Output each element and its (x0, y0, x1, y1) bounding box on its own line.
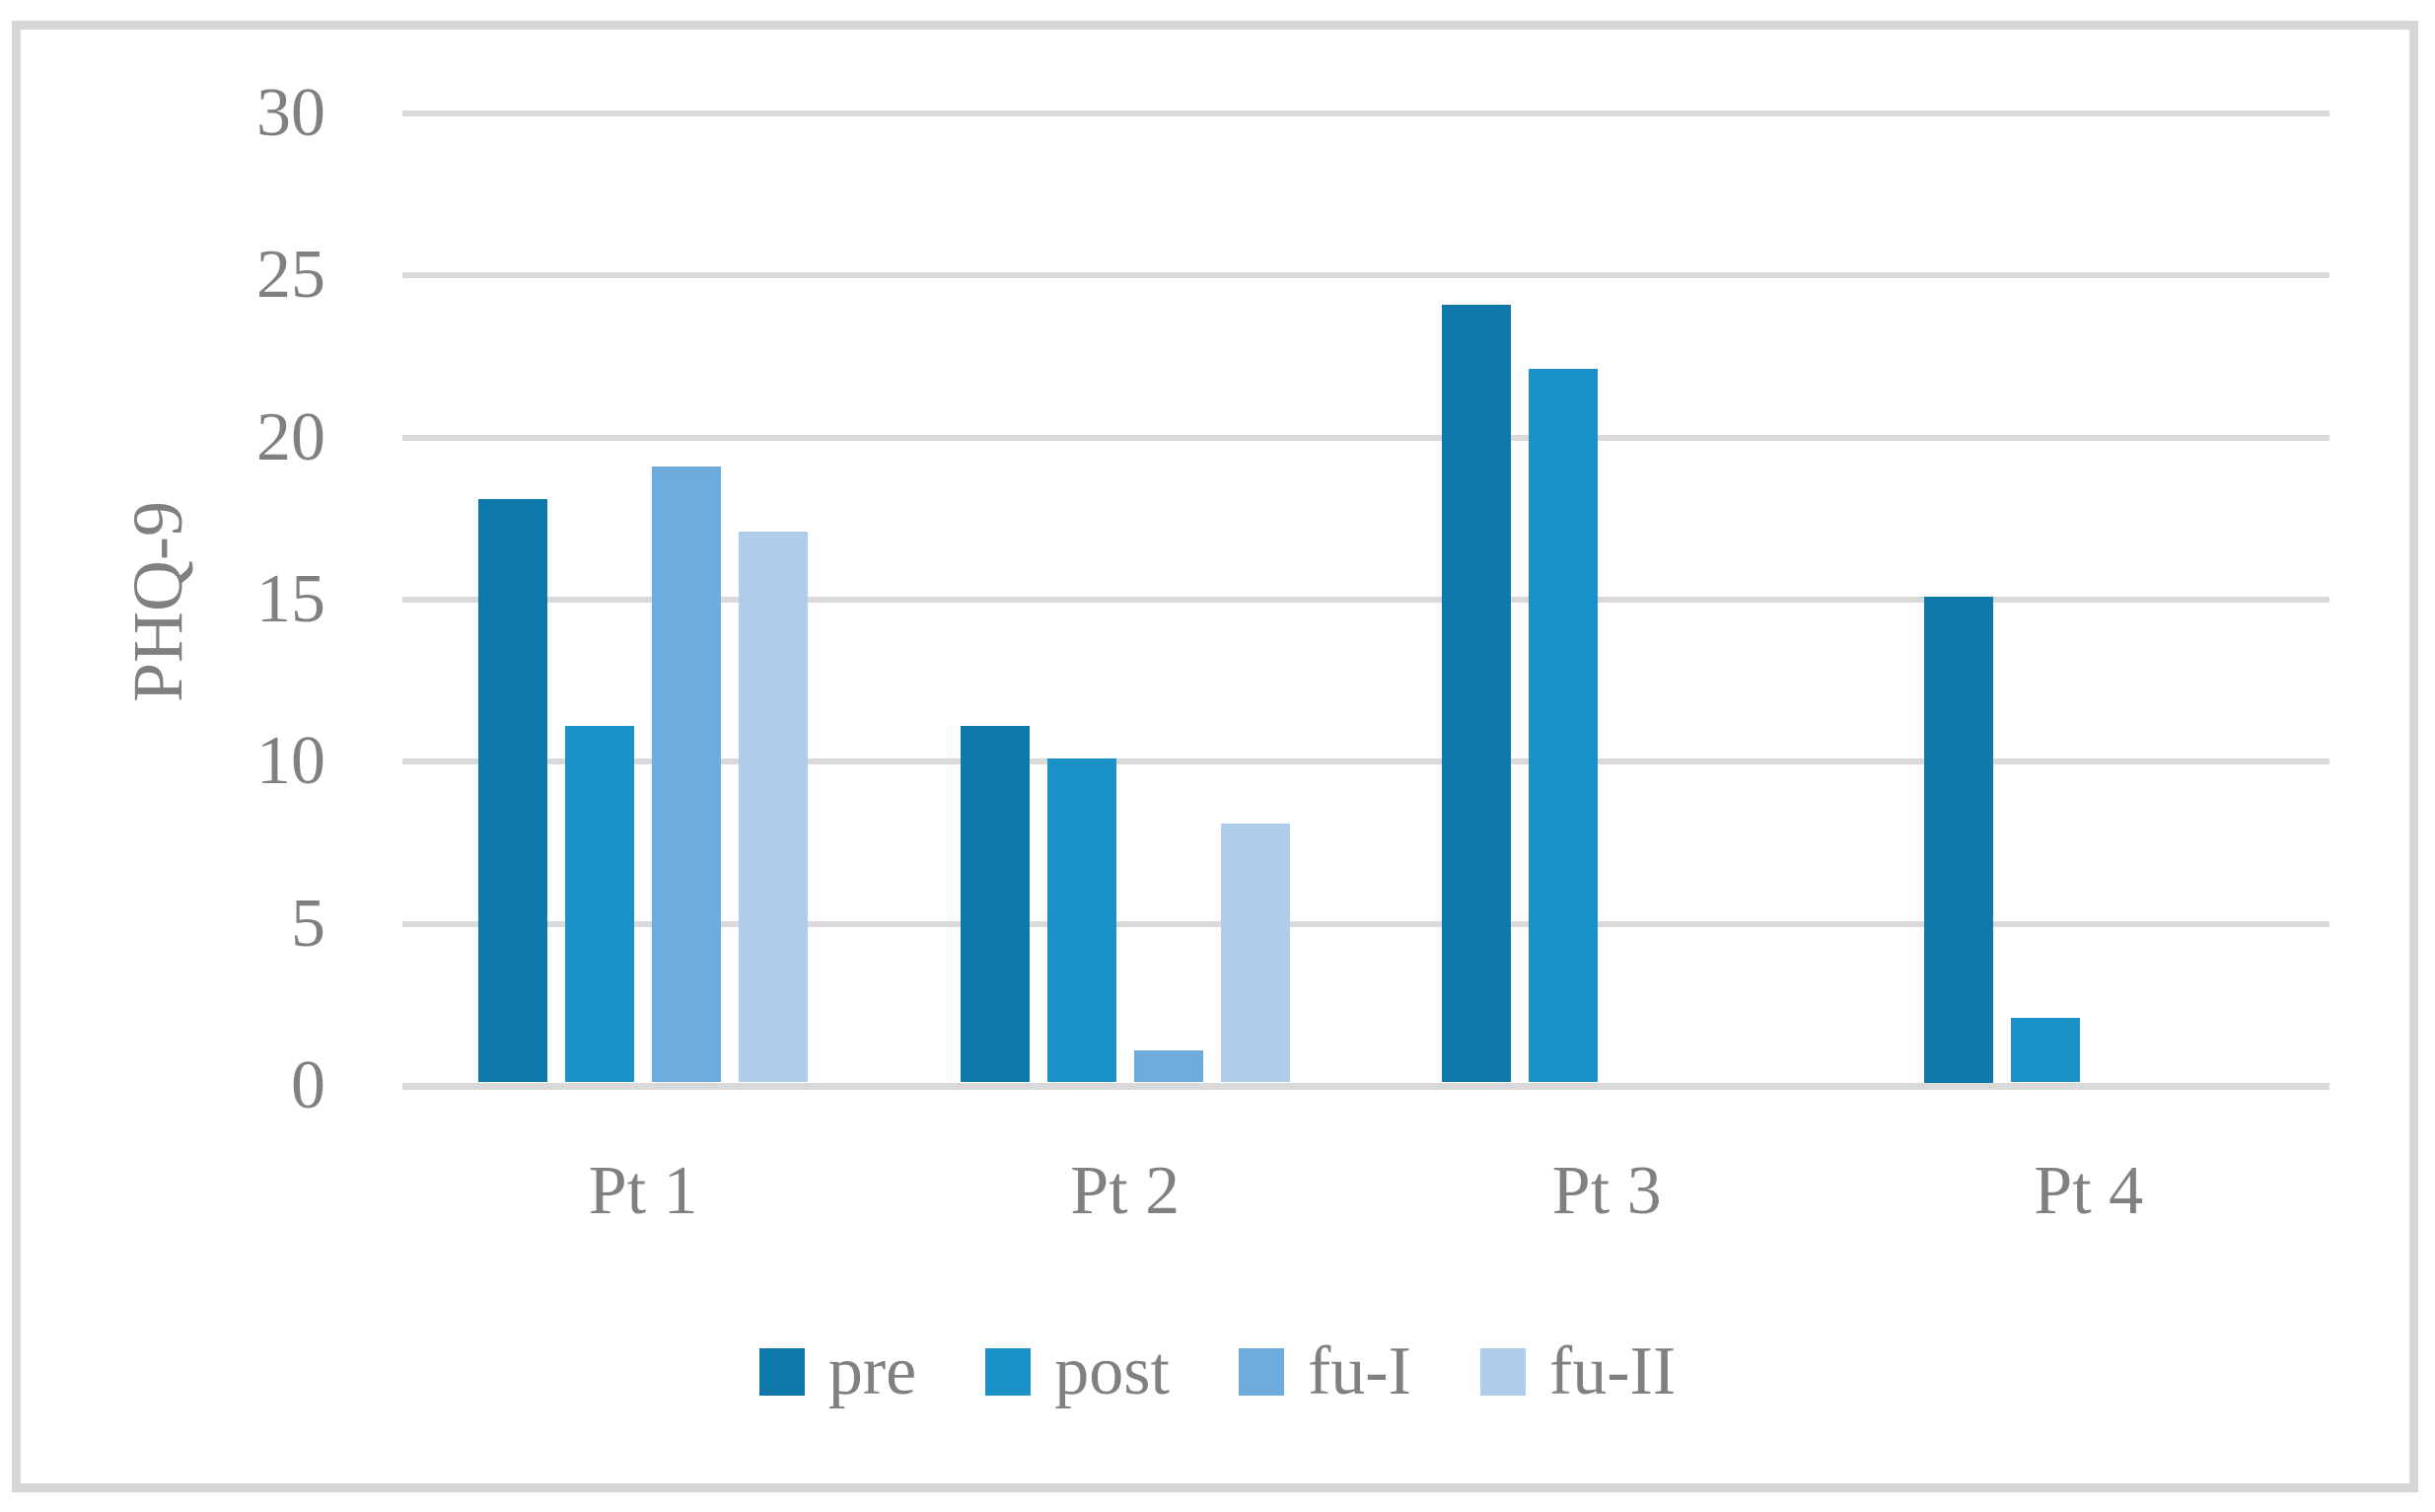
legend-item-post: post (985, 1328, 1170, 1416)
bar-fu-II-pt1 (739, 531, 809, 1083)
gridline (402, 758, 2329, 765)
gridline (402, 597, 2329, 603)
gridline (402, 272, 2329, 279)
bar-post-pt4 (2010, 1017, 2080, 1083)
x-axis-baseline (402, 1082, 2329, 1090)
legend: pre post fu-I fu-II (0, 1318, 2435, 1426)
y-tick-label: 15 (256, 561, 325, 637)
bar-pre-pt1 (478, 498, 548, 1083)
legend-label: fu-II (1548, 1333, 1677, 1409)
x-category-label: Pt 4 (2034, 1153, 2144, 1229)
x-category-label: Pt 1 (588, 1153, 698, 1229)
legend-swatch-fu-II (1479, 1348, 1526, 1396)
bar-fu-II-pt2 (1220, 823, 1290, 1083)
gridline (402, 920, 2329, 927)
bar-pre-pt4 (1923, 596, 1993, 1083)
bar-fu-I-pt1 (652, 467, 722, 1083)
legend-label: pre (827, 1333, 917, 1409)
y-tick-label: 25 (256, 237, 325, 314)
y-tick-label: 5 (291, 885, 325, 962)
y-axis-title: PHQ-9 (118, 501, 197, 703)
legend-label: post (1054, 1333, 1170, 1409)
x-category-label: Pt 3 (1551, 1153, 1662, 1229)
legend-label: fu-I (1307, 1333, 1411, 1409)
legend-item-fu-I: fu-I (1238, 1328, 1411, 1416)
bar-post-pt1 (565, 725, 635, 1083)
bar-pre-pt2 (960, 725, 1030, 1083)
legend-item-pre: pre (758, 1328, 917, 1416)
legend-item-fu-II: fu-II (1479, 1328, 1677, 1416)
legend-swatch-post (985, 1348, 1032, 1396)
chart-frame (12, 21, 2418, 1492)
y-tick-label: 20 (256, 398, 325, 475)
x-category-label: Pt 2 (1070, 1153, 1181, 1229)
bar-fu-I-pt2 (1133, 1049, 1203, 1083)
bar-post-pt2 (1046, 757, 1116, 1083)
gridline (402, 110, 2329, 116)
bar-post-pt3 (1529, 369, 1599, 1083)
legend-swatch-pre (758, 1348, 805, 1396)
y-tick-label: 30 (256, 75, 325, 151)
legend-swatch-fu-I (1238, 1348, 1284, 1396)
y-tick-label: 0 (291, 1047, 325, 1123)
bar-pre-pt3 (1442, 304, 1512, 1083)
gridline (402, 434, 2329, 441)
y-tick-label: 10 (256, 723, 325, 800)
